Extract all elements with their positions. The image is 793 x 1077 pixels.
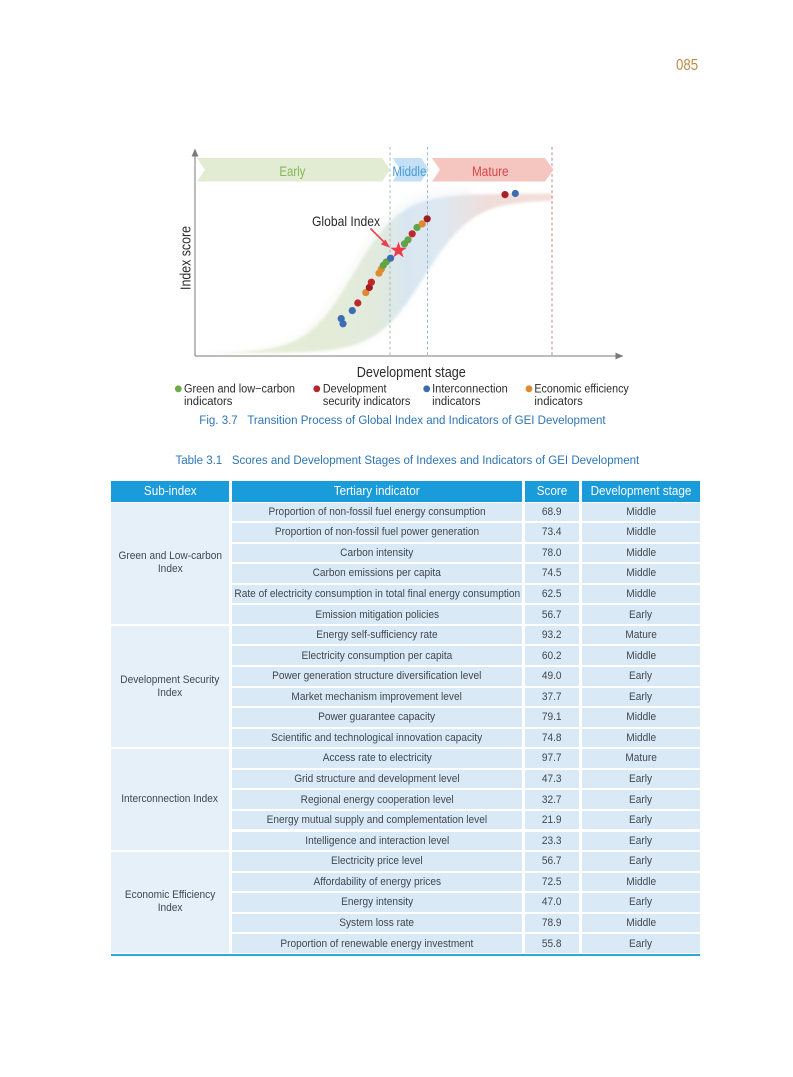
svg-text:Early: Early <box>279 164 305 179</box>
svg-text:Index score: Index score <box>179 226 195 290</box>
svg-text:Development: Development <box>323 384 387 396</box>
svg-text:indicators: indicators <box>432 396 481 408</box>
svg-text:Interconnection: Interconnection <box>432 384 508 396</box>
svg-text:Development stage: Development stage <box>357 365 466 381</box>
svg-text:Global Index: Global Index <box>312 213 380 229</box>
svg-text:Green and low−carbon: Green and low−carbon <box>184 384 295 396</box>
svg-text:Middle: Middle <box>392 164 426 179</box>
svg-text:indicators: indicators <box>184 396 233 408</box>
svg-text:indicators: indicators <box>534 396 583 408</box>
svg-text:security indicators: security indicators <box>323 396 411 408</box>
svg-text:Mature: Mature <box>472 164 509 179</box>
svg-text:Economic efficiency: Economic efficiency <box>534 384 629 396</box>
